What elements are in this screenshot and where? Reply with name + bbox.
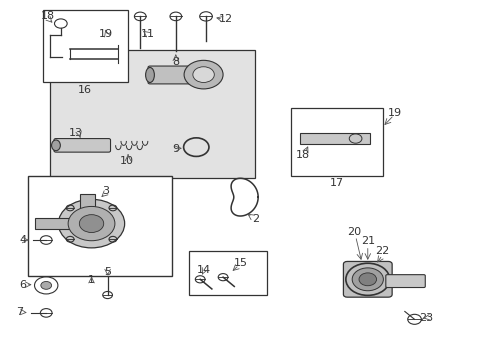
Text: 1: 1 [88,275,95,285]
Text: 20: 20 [347,227,362,237]
Circle shape [41,282,51,289]
Text: 13: 13 [69,128,82,138]
FancyBboxPatch shape [34,218,70,229]
Ellipse shape [51,140,60,151]
FancyBboxPatch shape [148,66,194,84]
Circle shape [193,67,214,82]
Text: 5: 5 [104,267,111,277]
Text: 19: 19 [99,29,113,39]
Circle shape [79,215,104,233]
Text: 11: 11 [141,28,154,39]
Text: 23: 23 [419,312,433,323]
Text: 10: 10 [120,157,134,166]
Bar [28,176,172,276]
Bar [43,10,128,82]
Circle shape [352,268,383,291]
Circle shape [68,206,115,241]
Ellipse shape [146,67,154,82]
Text: 2: 2 [252,213,259,224]
Text: 16: 16 [78,85,92,95]
Bar [291,108,383,176]
Text: 18: 18 [295,150,310,160]
Text: 12: 12 [219,14,233,24]
Text: 19: 19 [388,108,402,118]
Text: 18: 18 [41,12,55,21]
Text: 6: 6 [19,280,26,290]
Bar [189,251,267,296]
Text: 17: 17 [330,178,343,188]
Text: 9: 9 [172,144,179,154]
FancyBboxPatch shape [80,194,95,216]
Text: 15: 15 [234,258,248,268]
FancyBboxPatch shape [386,275,425,288]
FancyBboxPatch shape [299,133,370,144]
Text: 7: 7 [16,307,24,317]
Text: 4: 4 [19,235,26,245]
Circle shape [184,60,223,89]
FancyBboxPatch shape [54,139,111,152]
Circle shape [359,273,376,286]
FancyBboxPatch shape [343,261,392,297]
Text: 3: 3 [102,186,110,197]
Text: 22: 22 [375,246,390,256]
Text: 14: 14 [196,265,211,275]
Text: 8: 8 [172,57,179,67]
Text: 21: 21 [361,237,375,247]
Bar [50,50,255,178]
Circle shape [58,199,124,248]
